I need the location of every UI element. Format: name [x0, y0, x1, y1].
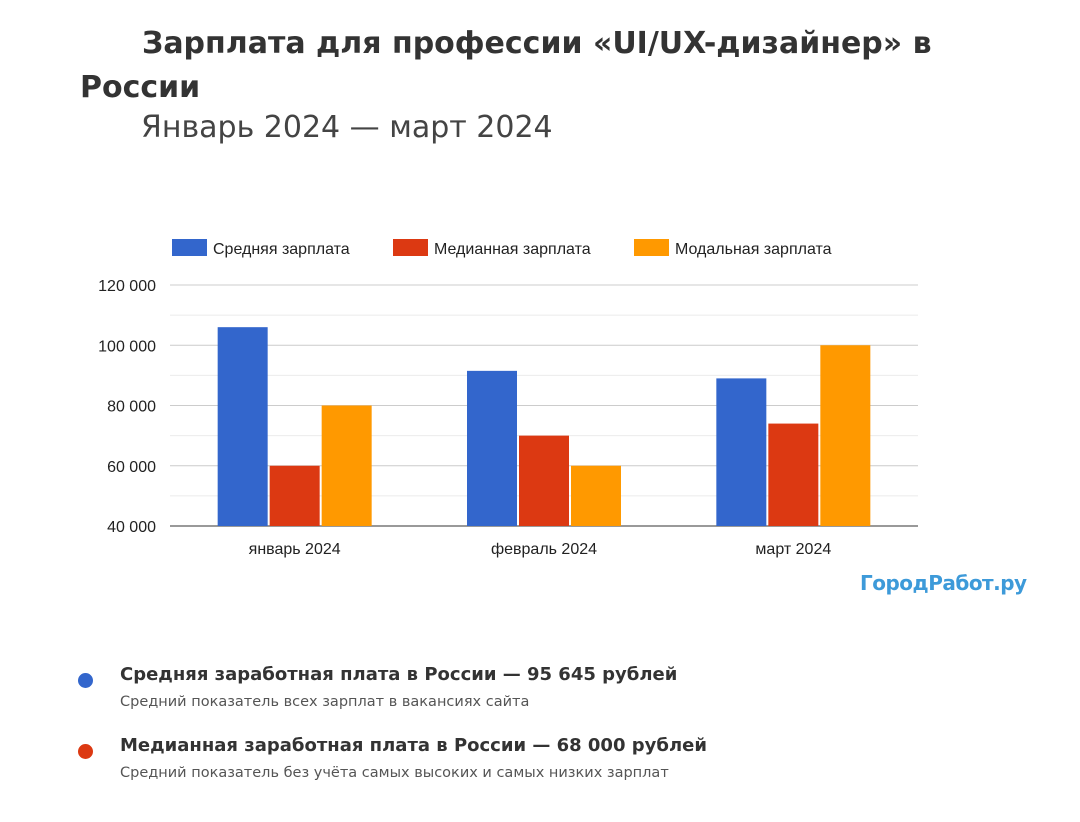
- legend-label: Модальная зарплата: [675, 241, 832, 258]
- x-tick-label: январь 2024: [249, 541, 341, 558]
- stat-description: Средний показатель всех зарплат в ваканс…: [120, 694, 530, 710]
- brand-logo[interactable]: ГородРабот.ру: [860, 571, 1027, 595]
- legend-label: Средняя зарплата: [213, 241, 350, 258]
- x-tick-label: март 2024: [755, 541, 831, 558]
- page-subtitle: Январь 2024 — март 2024: [141, 110, 553, 145]
- y-tick-label: 120 000: [98, 278, 156, 295]
- legend-swatch: [393, 239, 428, 256]
- y-tick-label: 80 000: [107, 399, 156, 416]
- x-tick-label: февраль 2024: [491, 541, 597, 558]
- page-title: Зарплата для профессии «UI/UX-дизайнер» …: [80, 26, 932, 105]
- bar-modal: [820, 345, 871, 526]
- bar-modal: [571, 465, 621, 526]
- bar-median: [269, 465, 320, 526]
- chart-axes: 40 000 60 000 80 000 100 000 120 000 январь 2…: [98, 278, 831, 558]
- chart-bars: [217, 327, 871, 526]
- stat-title: Средняя заработная плата в России — 95 6…: [120, 664, 678, 685]
- legend-swatch: [172, 239, 207, 256]
- bar-median: [519, 435, 569, 526]
- stat-description: Средний показатель без учёта самых высок…: [120, 765, 669, 781]
- bar-median: [768, 423, 819, 526]
- bar-average: [467, 370, 517, 526]
- legend-swatch: [634, 239, 669, 256]
- bar-average: [217, 327, 268, 526]
- chart-legend: Средняя зарплата Медианная зарплата Модаль…: [172, 239, 832, 258]
- legend-label: Медианная зарплата: [434, 241, 591, 258]
- y-tick-label: 40 000: [107, 519, 156, 536]
- y-tick-label: 100 000: [98, 338, 156, 355]
- stat-dot-icon: [78, 673, 93, 688]
- bar-average: [716, 378, 767, 526]
- bar-modal: [321, 405, 372, 526]
- stat-dot-icon: [78, 744, 93, 759]
- salary-bar-chart: 40 000 60 000 80 000 100 000 120 000 январь 2…: [98, 239, 918, 558]
- y-tick-label: 60 000: [107, 459, 156, 476]
- stat-title: Медианная заработная плата в России — 68…: [120, 735, 707, 756]
